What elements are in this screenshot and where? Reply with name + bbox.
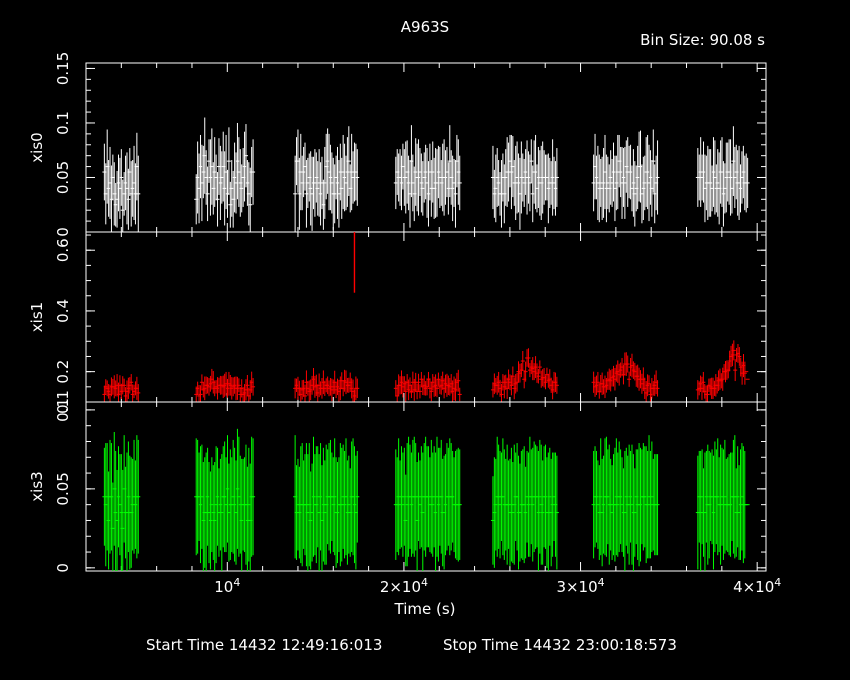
xis1-data-point <box>435 379 440 398</box>
xis1-data-point <box>510 366 515 386</box>
panel-frame <box>85 231 767 403</box>
xis1-data-point <box>537 360 542 374</box>
y-tick-label: 0.1 <box>54 398 72 422</box>
xis1-data-point <box>436 372 441 386</box>
panel-frame <box>85 401 767 572</box>
xis3-data-point <box>554 455 559 570</box>
panel-xis3: 0 0.05 0.1 <box>54 398 767 573</box>
y-tick-label: 0.1 <box>54 111 72 135</box>
bin-size-label: Bin Size: 90.08 s <box>640 31 765 49</box>
xis1-data-point <box>417 384 422 399</box>
xis1-data-point <box>245 374 250 396</box>
xis0-data-point <box>346 126 351 197</box>
xis1-data-point <box>523 361 528 382</box>
xis3-data-point <box>745 504 750 506</box>
xis0-data-point <box>745 157 750 209</box>
xis1-data-point <box>625 355 630 373</box>
xis1-data-point <box>520 351 525 372</box>
x-tick-label: 104 <box>214 576 240 596</box>
ylabel-xis3: xis3 <box>28 471 46 501</box>
x-tick-label: 4×104 <box>733 576 781 596</box>
xis1-data-point <box>742 361 747 385</box>
xis0-data-point <box>554 148 559 207</box>
xis0-data-point <box>126 168 131 230</box>
xis3-data-point <box>355 450 360 543</box>
xis0-data-point <box>453 160 458 228</box>
start-time-label: Start Time 14432 12:49:16:013 <box>146 636 383 654</box>
x-axis-tick-labels: 104 2×104 3×104 4×104 <box>214 576 781 596</box>
xis1-data-point <box>705 385 710 402</box>
x-axis-label: Time (s) <box>394 600 456 618</box>
xis1-data-point <box>457 387 462 402</box>
xis3-data-point <box>457 449 462 560</box>
xis1-data-point <box>744 371 749 373</box>
xis1-data-point <box>655 380 660 397</box>
xis1-data-point <box>198 385 203 402</box>
xis3-data-point <box>251 438 256 556</box>
y-tick-label: 0.2 <box>54 360 72 384</box>
xis1-data-point <box>355 378 360 399</box>
xis0-data-point <box>251 139 256 205</box>
y-tick-label: 0.4 <box>54 299 72 323</box>
xis1-data-point <box>403 380 408 402</box>
xis0-data-point <box>136 155 141 232</box>
xis1-data-point <box>416 373 421 391</box>
xis1-data-point <box>515 372 520 392</box>
xis0-data-point <box>655 140 660 215</box>
xis1-data-point <box>595 371 600 393</box>
xis1-data-point <box>543 375 548 390</box>
xis1-data-point <box>456 369 461 392</box>
xis1-data-point <box>737 347 742 366</box>
xis0-data-point <box>293 155 298 232</box>
xis0-data-point <box>529 139 534 183</box>
xis1-data-point <box>303 384 308 402</box>
y-tick-label: 0 <box>54 563 72 573</box>
xis3-data-point <box>136 439 141 554</box>
chart-title: A963S <box>401 18 449 36</box>
xis0-data-point <box>457 155 462 211</box>
ylabel-xis0: xis0 <box>28 132 46 162</box>
xis1-data-point <box>136 384 141 402</box>
xis0-data-point <box>205 166 210 222</box>
y-tick-label: 0.6 <box>54 238 72 262</box>
xis0-data-point <box>651 129 656 193</box>
xis1-data-point <box>129 374 134 391</box>
y-tick-label: 0.05 <box>54 472 72 505</box>
xis1-data-point <box>236 378 241 393</box>
xis1-data-point <box>429 381 434 402</box>
xis1-data-point <box>701 371 706 393</box>
panel-xis1: 0.1 0.2 0.4 0.6 <box>54 231 767 414</box>
xis0-data-point <box>248 167 253 232</box>
xis1-data-point <box>647 375 652 393</box>
xis1-data-point <box>251 378 256 396</box>
xis1-data-point <box>745 378 750 380</box>
x-tick-label: 2×104 <box>380 576 428 596</box>
panel-xis0: 0 0.05 0.1 0.15 <box>54 52 767 237</box>
xis1-data-point <box>554 376 559 394</box>
xis0-data-point <box>226 127 231 195</box>
xis0-data-point <box>215 172 220 227</box>
y-tick-label: 0.15 <box>54 52 72 85</box>
y-tick-label: 0.05 <box>54 161 72 194</box>
xis0-data-point <box>355 149 360 206</box>
xis1-data-point <box>733 359 738 382</box>
y-tick-label: 0.1 <box>54 390 72 414</box>
xis3-data-point <box>744 504 749 506</box>
xis0-data-point <box>243 124 248 188</box>
xis1-data-point <box>122 378 127 392</box>
xis3-data-point <box>655 454 660 556</box>
y-tick-label: 0 <box>54 227 72 237</box>
xis1-data-point <box>499 383 504 402</box>
x-tick-label: 3×104 <box>556 576 604 596</box>
xis1-data-point <box>526 348 531 368</box>
xis0-data-point <box>119 149 124 206</box>
stop-time-label: Stop Time 14432 23:00:18:573 <box>443 636 677 654</box>
xis1-data-point <box>627 371 632 387</box>
xis1-data-point <box>425 378 430 396</box>
xis1-data-point <box>536 368 541 384</box>
ylabel-xis1: xis1 <box>28 302 46 332</box>
xis1-data-point <box>731 340 736 361</box>
